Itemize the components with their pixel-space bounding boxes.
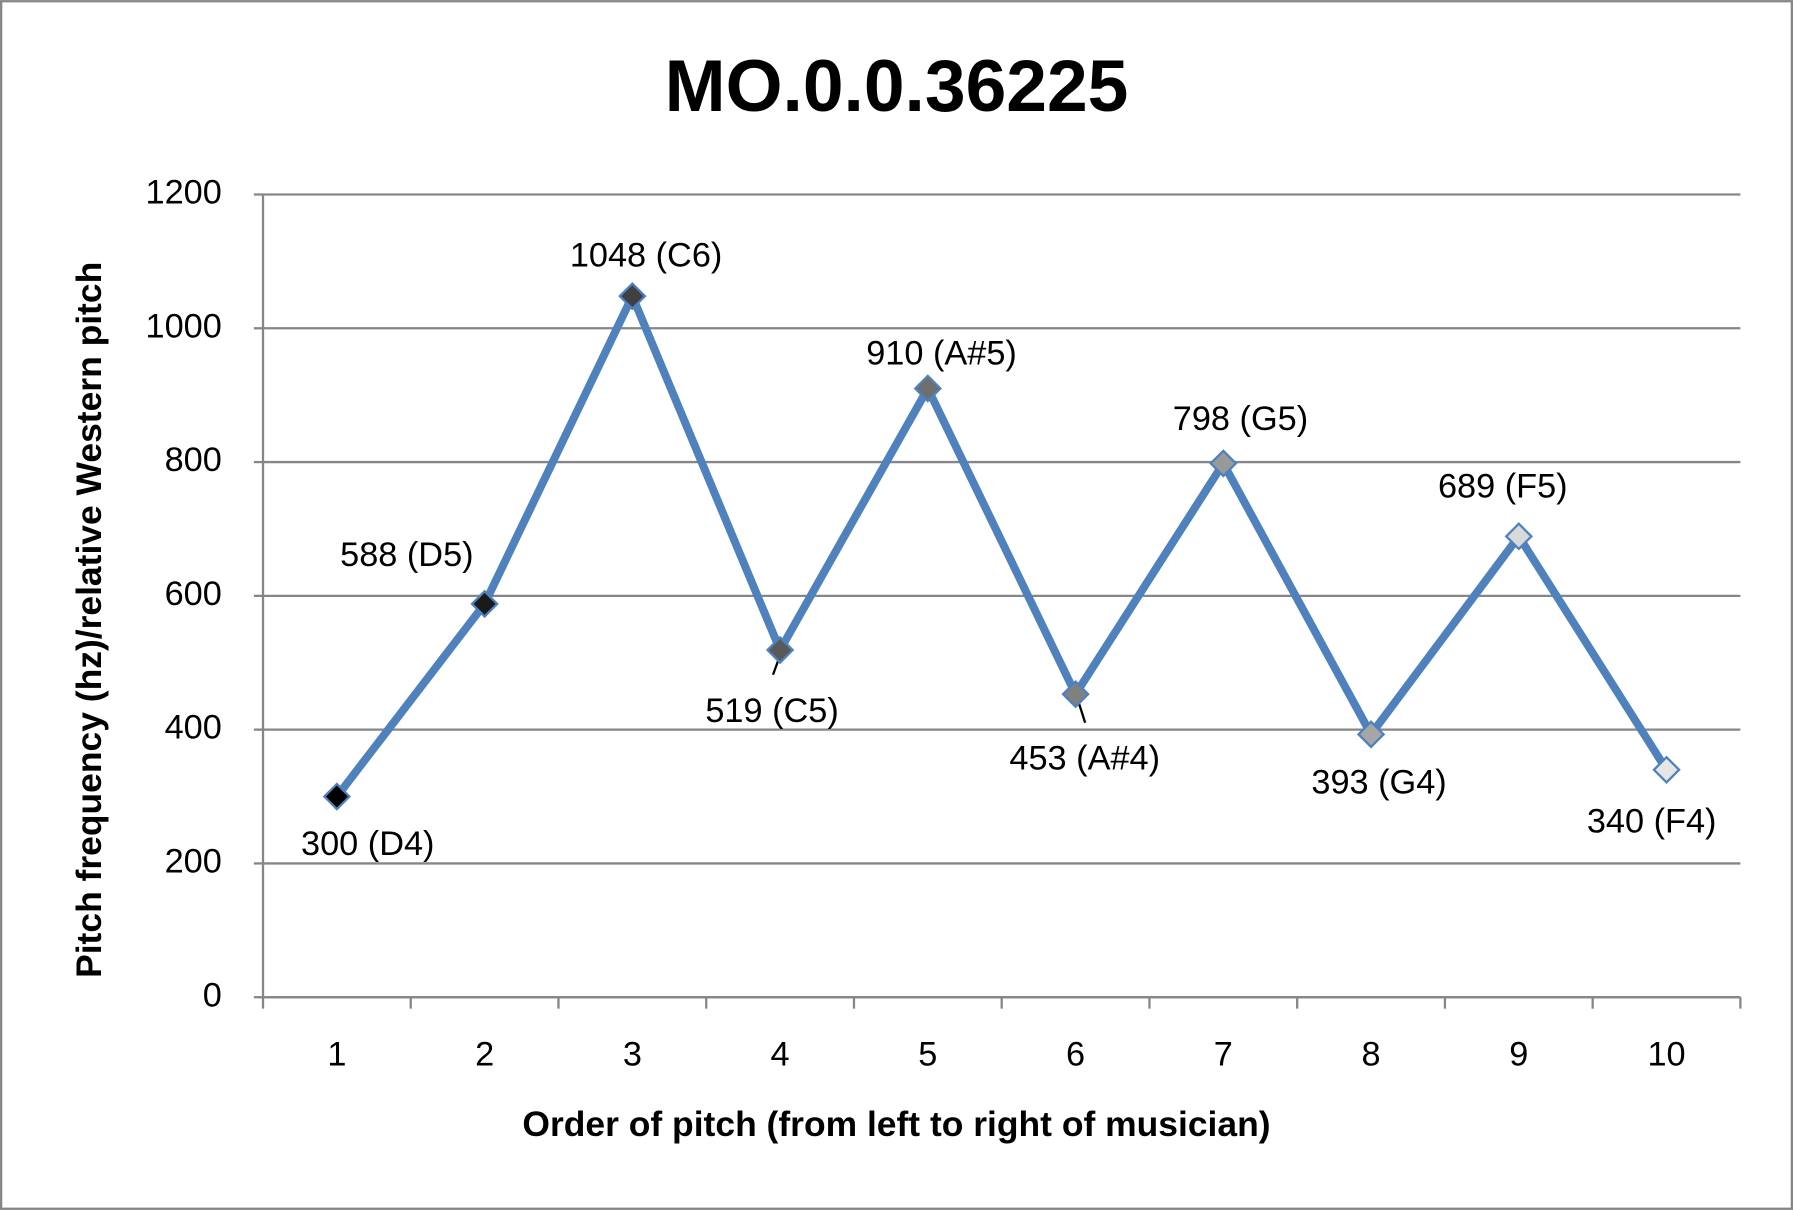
x-tick-label: 6 [1066, 1036, 1085, 1074]
data-label: 798 (G5) [1173, 400, 1308, 438]
data-label: 340 (F4) [1587, 803, 1717, 841]
x-tick-label: 4 [771, 1036, 790, 1074]
point-marker [913, 374, 943, 403]
y-tick-label: 1000 [146, 307, 222, 345]
point-marker [618, 281, 647, 311]
point-marker [1061, 679, 1090, 709]
point-marker [1356, 720, 1386, 749]
x-tick-label: 5 [918, 1036, 937, 1074]
y-axis-title: Pitch frequency (hz)/relative Western pi… [69, 262, 109, 978]
x-tick-label: 3 [623, 1036, 642, 1074]
y-tick-label: 800 [165, 441, 222, 479]
point-marker [765, 635, 795, 665]
point-marker [322, 782, 352, 811]
data-label: 453 (A#4) [1009, 740, 1160, 778]
data-label: 300 (D4) [301, 825, 434, 863]
x-tick-label: 9 [1509, 1036, 1528, 1074]
y-tick-label: 1200 [146, 174, 222, 212]
x-axis-title: Order of pitch (from left to right of mu… [522, 1104, 1270, 1144]
x-tick-label: 1 [327, 1036, 346, 1074]
y-tick-label: 400 [165, 709, 222, 747]
data-label: 910 (A#5) [866, 334, 1017, 372]
data-label: 519 (C5) [705, 692, 838, 730]
data-label: 588 (D5) [340, 536, 473, 574]
x-tick-label: 7 [1214, 1036, 1233, 1074]
chart-title: MO.0.0.36225 [665, 45, 1129, 127]
data-label: 393 (G4) [1311, 764, 1446, 802]
point-marker [1209, 449, 1238, 478]
y-tick-label: 200 [165, 842, 222, 880]
x-tick-label: 2 [475, 1036, 494, 1074]
y-tick-label: 600 [165, 575, 222, 613]
point-marker [1504, 522, 1533, 551]
point-marker [470, 589, 499, 619]
x-tick-label: 8 [1362, 1036, 1381, 1074]
data-label: 1048 (C6) [570, 236, 723, 274]
point-marker [1652, 755, 1681, 784]
y-tick-label: 0 [203, 976, 222, 1014]
x-tick-label: 10 [1647, 1036, 1685, 1074]
data-line [333, 292, 1670, 799]
data-label: 689 (F5) [1438, 467, 1568, 505]
